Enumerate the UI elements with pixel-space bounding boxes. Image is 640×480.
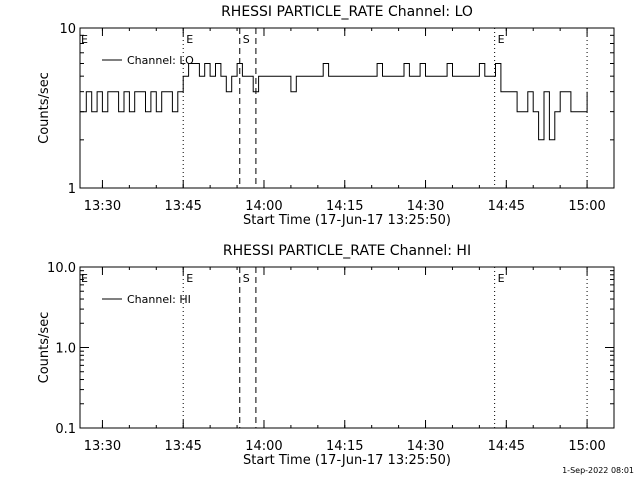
x-tick-label: 14:15: [326, 199, 363, 214]
y-tick-label: 10: [59, 22, 76, 37]
event-marker-label: E: [186, 33, 193, 46]
y-tick-label: 1: [68, 182, 76, 197]
x-tick-label: 14:45: [488, 199, 525, 214]
x-tick-label: 13:45: [164, 439, 201, 454]
x-tick-label: 13:30: [84, 439, 121, 454]
chart-title: RHESSI PARTICLE_RATE Channel: LO: [221, 4, 473, 20]
x-tick-label: 14:00: [245, 199, 282, 214]
x-tick-label: 15:00: [568, 439, 605, 454]
plot-frame: [79, 27, 615, 189]
x-tick-label: 14:45: [488, 439, 525, 454]
y-axis-label: Counts/sec: [37, 72, 52, 144]
event-marker-label: E: [186, 272, 193, 285]
x-tick-label: 15:00: [568, 199, 605, 214]
legend-label: Channel: LO: [127, 54, 194, 67]
y-axis-label: Counts/sec: [37, 312, 52, 384]
footer-timestamp: 1-Sep-2022 08:01: [562, 466, 634, 475]
y-tick-label: 0.1: [55, 422, 76, 437]
series-line: [80, 63, 588, 141]
x-tick-label: 14:15: [326, 439, 363, 454]
event-marker-label: E: [81, 272, 88, 285]
x-tick-label: 13:45: [164, 199, 201, 214]
chart-title: RHESSI PARTICLE_RATE Channel: HI: [223, 243, 471, 259]
x-tick-label: 14:00: [245, 439, 282, 454]
event-marker-label: S: [243, 33, 250, 46]
event-marker-label: S: [243, 272, 250, 285]
x-tick-label: 14:30: [407, 199, 444, 214]
x-tick-label: 14:30: [407, 439, 444, 454]
x-axis-label: Start Time (17-Jun-17 13:25:50): [243, 453, 451, 468]
y-tick-label: 10.0: [47, 261, 76, 276]
event-marker-label: E: [81, 33, 88, 46]
x-axis-label: Start Time (17-Jun-17 13:25:50): [243, 213, 451, 228]
x-tick-label: 13:30: [84, 199, 121, 214]
y-tick-label: 1.0: [55, 342, 76, 357]
event-marker-label: E: [498, 272, 505, 285]
legend-label: Channel: HI: [127, 293, 191, 306]
event-marker-label: E: [498, 33, 505, 46]
plot-frame: [79, 266, 615, 429]
